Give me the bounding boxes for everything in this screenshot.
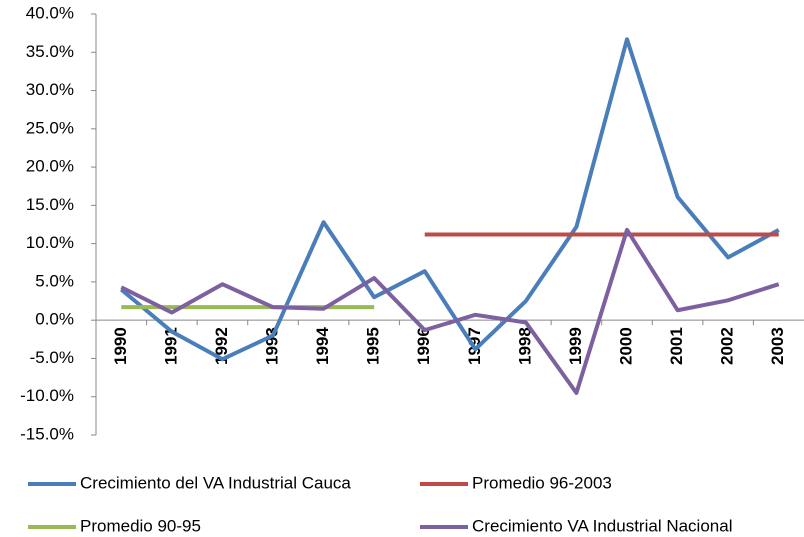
x-tick-label: 1996 — [414, 327, 433, 365]
y-tick-label: -5.0% — [30, 348, 74, 367]
y-tick-label: 25.0% — [26, 118, 74, 137]
y-tick-label: 15.0% — [26, 195, 74, 214]
x-tick-label: 2001 — [667, 327, 686, 365]
y-tick-label: 5.0% — [35, 271, 74, 290]
x-tick-label: 1995 — [364, 327, 383, 365]
legend-label: Promedio 90-95 — [80, 516, 201, 535]
x-tick-label: 1990 — [111, 327, 130, 365]
x-tick-label: 1991 — [161, 327, 180, 365]
x-tick-label: 1994 — [313, 327, 332, 365]
series-line — [120, 37, 780, 362]
y-tick-label: 10.0% — [26, 233, 74, 252]
y-tick-label: 40.0% — [26, 3, 74, 22]
x-tick-label: 1998 — [515, 327, 534, 365]
y-tick-label: 0.0% — [35, 310, 74, 329]
legend-label: Crecimiento del VA Industrial Cauca — [80, 473, 351, 492]
y-tick-label: 20.0% — [26, 157, 74, 176]
series-line — [120, 227, 780, 395]
y-tick-label: -15.0% — [20, 424, 74, 443]
legend-label: Crecimiento VA Industrial Nacional — [472, 516, 732, 535]
y-tick-label: 35.0% — [26, 42, 74, 61]
x-tick-label: 2002 — [718, 327, 737, 365]
x-tick-label: 1999 — [566, 327, 585, 365]
x-tick-label: 2000 — [616, 327, 635, 365]
x-tick-label: 1993 — [262, 327, 281, 365]
y-tick-label: 30.0% — [26, 80, 74, 99]
legend-label: Promedio 96-2003 — [472, 473, 612, 492]
x-tick-label: 2003 — [768, 327, 787, 365]
y-tick-label: -10.0% — [20, 386, 74, 405]
